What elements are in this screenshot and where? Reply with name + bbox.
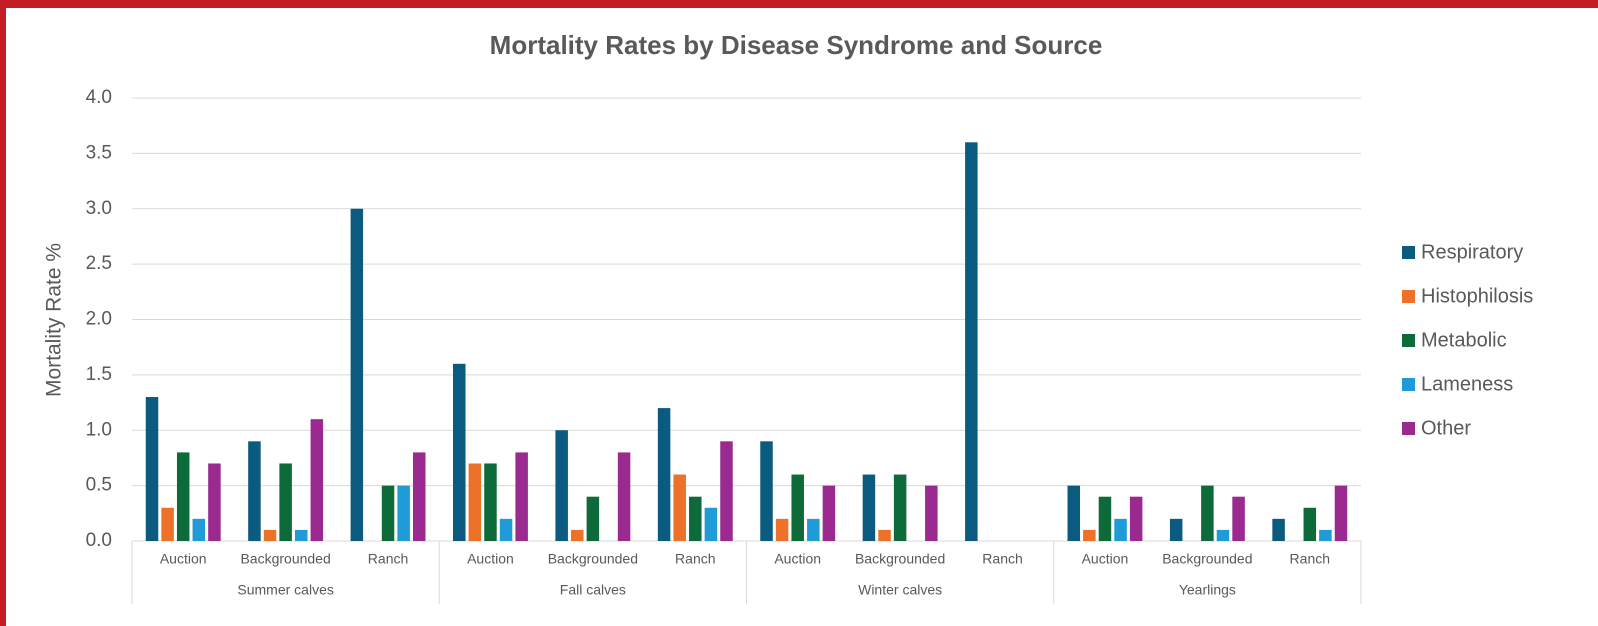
x-tick-label: Auction (774, 551, 821, 567)
bar (145, 397, 159, 541)
bar (279, 463, 292, 541)
group-label: Summer calves (237, 582, 333, 598)
bar (397, 485, 410, 541)
x-tick-label: Auction (467, 551, 514, 567)
bar (499, 518, 513, 541)
bar (1303, 507, 1317, 541)
y-tick-label: 2.0 (86, 309, 112, 330)
x-tick-label: Backgrounded (855, 551, 945, 567)
bar (1129, 496, 1143, 541)
bar (862, 474, 876, 541)
bar (878, 529, 891, 541)
bar (208, 463, 221, 541)
bar (515, 452, 528, 541)
x-tick-label: Ranch (368, 551, 408, 567)
bar (807, 518, 820, 541)
bar (571, 529, 584, 541)
bar (192, 518, 206, 541)
legend-swatch (1402, 246, 1415, 259)
bar (760, 441, 773, 541)
legend-swatch (1402, 422, 1415, 435)
x-tick-label: Auction (1082, 551, 1129, 567)
bar (1216, 529, 1230, 541)
bar (176, 452, 190, 541)
bar (468, 463, 482, 541)
bar (453, 363, 466, 541)
bar (1319, 529, 1332, 541)
bar (1083, 529, 1096, 541)
group-label: Yearlings (1179, 582, 1236, 598)
legend-label: Lameness (1421, 373, 1513, 395)
bar (1272, 518, 1285, 541)
bar (1232, 496, 1245, 541)
bar (704, 507, 718, 541)
y-tick-label: 1.0 (86, 419, 112, 440)
group-label: Winter calves (858, 582, 942, 598)
legend-swatch (1402, 378, 1415, 391)
bar (412, 452, 426, 541)
bar (1201, 485, 1214, 541)
chart-frame: Mortality Rates by Disease Syndrome and … (6, 8, 1598, 626)
y-tick-label: 3.5 (86, 142, 112, 163)
y-tick-label: 1.5 (86, 364, 112, 385)
bar (657, 408, 671, 541)
bar (791, 474, 804, 541)
bar (294, 529, 308, 541)
bar (484, 463, 497, 541)
y-axis-title: Mortality Rate % (43, 243, 66, 397)
legend-label: Respiratory (1421, 241, 1523, 263)
bar (822, 485, 836, 541)
bar (1334, 485, 1348, 541)
legend-label: Metabolic (1421, 329, 1507, 351)
x-tick-label: Ranch (675, 551, 715, 567)
x-tick-label: Backgrounded (548, 551, 638, 567)
y-tick-label: 0.0 (86, 530, 112, 551)
x-tick-label: Backgrounded (1162, 551, 1252, 567)
bar (161, 507, 174, 541)
y-tick-label: 2.5 (86, 253, 112, 274)
chart: Mortality Rates by Disease Syndrome and … (43, 30, 1533, 604)
group-label: Fall calves (560, 582, 626, 598)
x-tick-label: Ranch (1290, 551, 1330, 567)
bar (1114, 518, 1127, 541)
chart-title: Mortality Rates by Disease Syndrome and … (490, 30, 1103, 60)
bar (263, 529, 277, 541)
bar (350, 208, 364, 541)
legend-label: Other (1421, 417, 1471, 439)
bar (893, 474, 907, 541)
bar (586, 496, 600, 541)
bar (310, 419, 324, 541)
legend-swatch (1402, 334, 1415, 347)
x-tick-label: Backgrounded (240, 551, 330, 567)
bar (1098, 496, 1112, 541)
bar (720, 441, 733, 541)
bar (775, 518, 789, 541)
x-tick-label: Auction (160, 551, 207, 567)
legend-label: Histophilosis (1421, 285, 1533, 307)
bar (673, 474, 686, 541)
bar (555, 430, 568, 541)
bar (381, 485, 395, 541)
bar (965, 142, 978, 542)
bar (617, 452, 631, 541)
y-tick-label: 4.0 (86, 87, 112, 108)
bar (925, 485, 938, 541)
bar (1169, 518, 1183, 541)
bar (1067, 485, 1081, 541)
legend-swatch (1402, 290, 1415, 303)
bar (689, 496, 702, 541)
bar (248, 441, 261, 541)
y-tick-label: 0.5 (86, 475, 112, 496)
x-tick-label: Ranch (982, 551, 1022, 567)
y-tick-label: 3.0 (86, 198, 112, 219)
